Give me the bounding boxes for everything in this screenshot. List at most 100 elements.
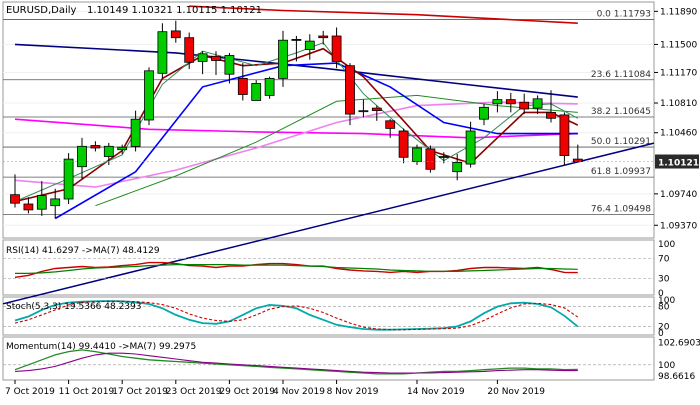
current-price-box (655, 154, 699, 169)
candle (385, 119, 396, 138)
candle (291, 35, 302, 62)
bearish-candle-body (291, 39, 302, 41)
candle (358, 99, 369, 118)
price-axis-label: 1.11170 (660, 68, 697, 78)
candle (519, 93, 530, 115)
rsi-ma-line (15, 264, 578, 274)
candle (532, 95, 543, 115)
stoch-d-line (14, 300, 579, 331)
candle (304, 34, 315, 60)
bullish-candle-body (36, 195, 47, 210)
fib-level-label: 23.6 1.11084 (591, 70, 651, 80)
price-axis-label: 1.09370 (660, 221, 697, 231)
stoch-axis-label: 20 (658, 322, 670, 332)
bearish-candle-body (559, 114, 570, 157)
rising-trendline (2, 142, 655, 305)
candle (50, 188, 61, 219)
bullish-candle-body (358, 110, 369, 113)
date-axis-label: 8 Nov 2019 (327, 387, 379, 397)
candle (452, 153, 463, 181)
bullish-candle-body (224, 55, 235, 75)
bullish-candle-body (157, 31, 168, 74)
candle (425, 145, 436, 173)
candle (505, 92, 516, 113)
date-axis-label: 29 Oct 2019 (219, 387, 275, 397)
candle (398, 128, 409, 164)
price-axis-label: 1.10460 (660, 129, 697, 139)
date-axis-label: 14 Nov 2019 (407, 387, 465, 397)
fib-level-label: 50.0 1.10291 (591, 137, 651, 147)
bullish-candle-body (251, 83, 262, 101)
price-axis-label: 1.10810 (660, 99, 697, 109)
bearish-candle-body (505, 99, 516, 105)
stoch-axis-label: 100 (658, 296, 675, 306)
candle (77, 137, 87, 179)
candle (264, 76, 275, 99)
bullish-candle-body (412, 147, 422, 163)
candle (170, 20, 181, 43)
momentum-ma-line (14, 352, 578, 374)
candle (117, 144, 128, 154)
candle (184, 32, 195, 70)
fib-level-label: 0.0 1.11793 (597, 10, 651, 20)
bullish-candle-body (130, 118, 141, 147)
ohlc-values: 1.10149 1.10321 1.10115 1.10121 (87, 5, 262, 16)
candle (251, 80, 262, 101)
bullish-candle-body (479, 106, 489, 120)
bullish-candle-body (492, 99, 503, 105)
candle (157, 23, 168, 79)
candle (318, 30, 329, 45)
bearish-candle-body (211, 55, 221, 61)
date-axis-label: 20 Nov 2019 (487, 387, 545, 397)
bullish-candle-body (438, 156, 449, 158)
bearish-candle-body (371, 107, 382, 111)
rsi-axis-label: 100 (658, 240, 675, 250)
fib-level-label: 61.8 1.09937 (591, 167, 651, 177)
candle (211, 51, 221, 76)
bearish-candle-body (572, 158, 583, 163)
main-panel-frame (2, 1, 655, 239)
bearish-candle-body (345, 65, 355, 115)
stoch-axis-label: 80 (658, 303, 670, 313)
moving-average-line (189, 5, 578, 24)
momentum-axis-label: 98.6616 (658, 372, 695, 382)
stoch-label: Stoch(5,3,3) 19.5366 48.2393 (6, 302, 141, 312)
date-axis-label: 7 Oct 2019 (5, 387, 55, 397)
bullish-candle-body (103, 145, 114, 157)
candle (465, 121, 476, 168)
momentum-line (14, 349, 578, 375)
candle (130, 110, 141, 152)
candle (23, 197, 34, 214)
date-axis-label: 23 Oct 2019 (166, 387, 222, 397)
candle (197, 51, 208, 75)
candle (412, 144, 422, 165)
bearish-candle-body (331, 35, 342, 62)
rsi-axis-label: 0 (658, 289, 664, 299)
bearish-candle-body (425, 148, 436, 170)
momentum-axis-label: 100 (658, 361, 675, 371)
bullish-candle-body (278, 39, 288, 79)
bearish-candle-body (10, 194, 20, 204)
symbol-label: EURUSD,Daily (6, 5, 77, 16)
bearish-candle-body (546, 112, 556, 119)
rsi-axis-label: 30 (658, 274, 670, 284)
bearish-candle-body (23, 203, 34, 211)
moving-average-line (14, 101, 578, 188)
moving-average-line (14, 118, 578, 139)
candle (36, 181, 47, 216)
price-axis-label: 1.11890 (660, 7, 697, 17)
bearish-candle-body (170, 30, 181, 39)
candle (224, 52, 235, 84)
momentum-panel-frame (2, 336, 655, 381)
bullish-candle-body (304, 40, 315, 50)
candle (479, 103, 489, 126)
moving-average-line (14, 43, 578, 98)
current-price-label: 1.10121 (658, 159, 699, 169)
candle (144, 67, 154, 126)
rsi-label: RSI(14) 41.6297 ->MA(7) 48.4129 (6, 246, 160, 256)
candle (345, 63, 355, 126)
bullish-candle-body (532, 98, 543, 109)
candle (237, 63, 248, 101)
price-axis-label: 1.11500 (660, 40, 697, 50)
